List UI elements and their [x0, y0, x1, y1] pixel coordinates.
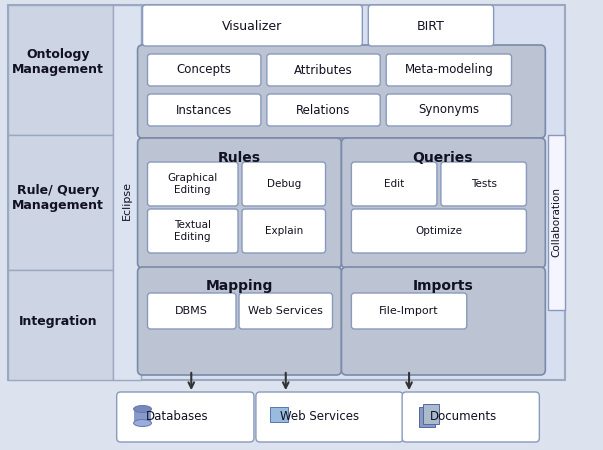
Text: BIRT: BIRT: [417, 19, 445, 32]
Text: Databases: Databases: [146, 410, 209, 423]
Text: Textual
Editing: Textual Editing: [174, 220, 211, 242]
Text: Ontology
Management: Ontology Management: [12, 48, 104, 76]
Text: Tests: Tests: [471, 179, 497, 189]
Text: Documents: Documents: [430, 410, 497, 423]
Bar: [8, 5, 113, 135]
Text: Web Services: Web Services: [280, 410, 359, 423]
FancyBboxPatch shape: [137, 138, 341, 268]
FancyBboxPatch shape: [267, 94, 380, 126]
FancyBboxPatch shape: [352, 293, 467, 329]
FancyBboxPatch shape: [142, 5, 362, 46]
Bar: [8, 270, 113, 380]
Text: Synonyms: Synonyms: [418, 104, 479, 117]
Text: Visualizer: Visualizer: [222, 19, 282, 32]
FancyBboxPatch shape: [137, 267, 341, 375]
FancyBboxPatch shape: [267, 54, 380, 86]
Bar: [548, 135, 565, 310]
FancyBboxPatch shape: [148, 54, 261, 86]
Text: Web Services: Web Services: [248, 306, 323, 316]
FancyBboxPatch shape: [137, 45, 545, 138]
Text: Rule/ Query
Management: Rule/ Query Management: [12, 184, 104, 212]
FancyBboxPatch shape: [256, 392, 403, 442]
FancyBboxPatch shape: [441, 162, 526, 206]
FancyBboxPatch shape: [270, 407, 288, 422]
FancyBboxPatch shape: [242, 162, 326, 206]
FancyBboxPatch shape: [148, 94, 261, 126]
Text: Collaboration: Collaboration: [551, 187, 561, 257]
FancyBboxPatch shape: [117, 392, 254, 442]
FancyBboxPatch shape: [148, 209, 238, 253]
Text: Imports: Imports: [412, 279, 473, 293]
FancyBboxPatch shape: [352, 162, 437, 206]
Text: Instances: Instances: [176, 104, 232, 117]
FancyBboxPatch shape: [148, 162, 238, 206]
FancyBboxPatch shape: [368, 5, 494, 46]
FancyBboxPatch shape: [242, 209, 326, 253]
Text: Relations: Relations: [296, 104, 351, 117]
Text: Eclipse: Eclipse: [122, 180, 131, 220]
FancyBboxPatch shape: [148, 293, 236, 329]
FancyBboxPatch shape: [352, 209, 526, 253]
Text: Graphical
Editing: Graphical Editing: [167, 173, 218, 195]
Bar: [8, 135, 113, 270]
Text: File-Import: File-Import: [379, 306, 439, 316]
Text: Queries: Queries: [412, 151, 473, 165]
FancyBboxPatch shape: [423, 404, 439, 424]
Text: Edit: Edit: [384, 179, 404, 189]
Text: Optimize: Optimize: [415, 226, 463, 236]
FancyBboxPatch shape: [386, 94, 511, 126]
Bar: [8, 5, 565, 380]
Text: Mapping: Mapping: [206, 279, 273, 293]
FancyBboxPatch shape: [386, 54, 511, 86]
Text: Meta-modeling: Meta-modeling: [405, 63, 493, 76]
Text: Concepts: Concepts: [177, 63, 232, 76]
FancyBboxPatch shape: [341, 267, 545, 375]
Text: Integration: Integration: [19, 315, 97, 328]
Bar: [113, 5, 140, 380]
FancyBboxPatch shape: [402, 392, 539, 442]
Text: DBMS: DBMS: [175, 306, 207, 316]
FancyBboxPatch shape: [419, 407, 435, 427]
Ellipse shape: [134, 405, 151, 413]
FancyBboxPatch shape: [341, 138, 545, 268]
Text: Rules: Rules: [218, 151, 260, 165]
Text: Debug: Debug: [267, 179, 301, 189]
Bar: [134, 409, 151, 423]
Text: Explain: Explain: [265, 226, 303, 236]
FancyBboxPatch shape: [239, 293, 332, 329]
Ellipse shape: [134, 419, 151, 427]
Text: Attributes: Attributes: [294, 63, 353, 76]
